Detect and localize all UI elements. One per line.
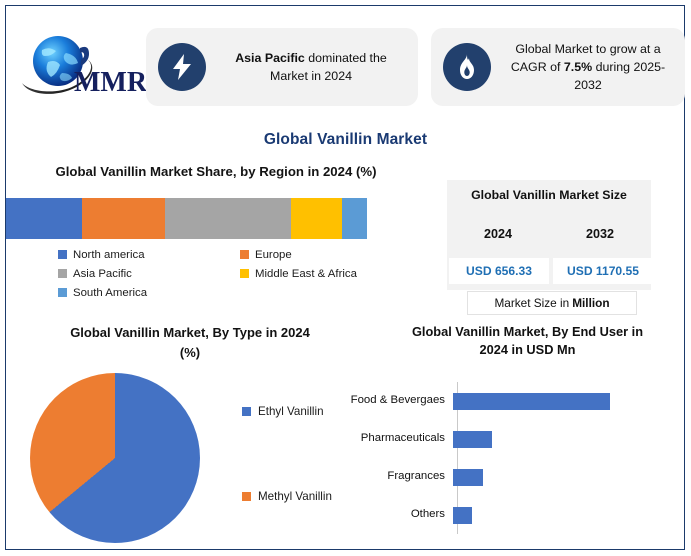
- legend-swatch-icon: [58, 288, 67, 297]
- region-segment-north-america: [6, 198, 82, 239]
- region-segment-middle-east-africa: [291, 198, 342, 239]
- type-chart-legend: Ethyl Vanillin Methyl Vanillin: [242, 405, 382, 503]
- badge-one-rest: dominated the Market in 2024: [270, 51, 387, 83]
- badge-asia-pacific-text: Asia Pacific dominated the Market in 202…: [218, 49, 404, 85]
- end-user-bar-label: Pharmaceuticals: [360, 432, 445, 445]
- region-legend-label: Asia Pacific: [73, 267, 132, 280]
- market-size-year-2024: 2024: [483, 227, 513, 241]
- market-size-value-2032: USD 1170.55: [553, 258, 653, 284]
- market-size-title: Global Vanillin Market Size: [471, 188, 627, 202]
- region-chart-title: Global Vanillin Market Share, by Region …: [55, 164, 377, 179]
- region-legend-item: Europe: [228, 245, 398, 264]
- type-chart-title-line2: (%): [179, 345, 201, 360]
- region-legend-item: Middle East & Africa: [228, 264, 398, 283]
- region-legend-item: Asia Pacific: [58, 264, 228, 283]
- end-user-bar-row: Pharmaceuticals: [345, 420, 645, 458]
- globe-logo: MMR: [16, 28, 146, 104]
- brand-name: MMR: [74, 67, 146, 98]
- type-legend-label: Methyl Vanillin: [258, 490, 332, 503]
- region-legend-label: North america: [73, 248, 145, 261]
- end-user-bar-chart: Food & Bevergaes Pharmaceuticals Fragrance…: [345, 382, 645, 534]
- header: MMR Asia Pacific dominated the Market in…: [6, 24, 685, 108]
- region-legend-label: Middle East & Africa: [255, 267, 357, 280]
- end-user-bar-label: Fragrances: [387, 470, 445, 483]
- type-chart-title-line1: Global Vanillin Market, By Type in 2024: [70, 325, 310, 340]
- region-segment-south-america: [341, 198, 367, 239]
- market-size-value-2024: USD 656.33: [449, 258, 549, 284]
- type-pie-chart: [30, 373, 200, 543]
- market-size-values: USD 656.33 USD 1170.55: [449, 258, 653, 284]
- legend-swatch-icon: [242, 407, 251, 416]
- legend-swatch-icon: [242, 492, 251, 501]
- region-segment-asia-pacific: [164, 198, 292, 239]
- badge-two-bold: 7.5%: [563, 60, 593, 74]
- market-size-unit-pre: Market Size in: [494, 296, 570, 310]
- legend-swatch-icon: [58, 250, 67, 259]
- region-chart-legend: North america Europe Asia Pacific Middle Ea…: [58, 245, 398, 303]
- region-legend-item: North america: [58, 245, 228, 264]
- type-legend-item: Methyl Vanillin: [242, 490, 382, 503]
- region-legend-item: South America: [58, 283, 228, 302]
- end-user-bar-row: Fragrances: [345, 458, 645, 496]
- end-user-bar: [453, 430, 492, 448]
- type-legend-item: Ethyl Vanillin: [242, 405, 382, 418]
- region-legend-label: Europe: [255, 248, 292, 261]
- type-chart-title: Global Vanillin Market, By Type in 2024 …: [20, 323, 360, 363]
- region-segment-europe: [81, 198, 165, 239]
- end-user-bar: [453, 468, 483, 486]
- market-size-year-2032: 2032: [585, 227, 615, 241]
- badge-asia-pacific: Asia Pacific dominated the Market in 202…: [146, 28, 418, 106]
- end-user-bar-row: Others: [345, 496, 645, 534]
- region-stacked-bar: [6, 198, 367, 239]
- lightning-bolt-icon: [158, 43, 206, 91]
- end-user-axis-line: [457, 382, 458, 534]
- end-user-bar-label: Others: [410, 508, 445, 521]
- end-user-bar-label: Food & Bevergaes: [350, 394, 445, 407]
- type-legend-label: Ethyl Vanillin: [258, 405, 324, 418]
- legend-swatch-icon: [240, 250, 249, 259]
- end-user-bar-row: Food & Bevergaes: [345, 382, 645, 420]
- flame-icon: [443, 43, 491, 91]
- region-legend-label: South America: [73, 286, 148, 299]
- end-user-bar: [453, 392, 611, 410]
- badge-cagr-text: Global Market to grow at a CAGR of 7.5% …: [503, 40, 673, 94]
- page-title: Global Vanillin Market: [263, 131, 428, 148]
- market-size-years: 2024 2032: [447, 227, 651, 241]
- end-user-title-line1: Global Vanillin Market, By End User in: [411, 324, 644, 339]
- market-size-unit: Market Size in Million: [467, 291, 637, 315]
- end-user-title-line2: 2024 in USD Mn: [479, 342, 576, 357]
- end-user-chart-title: Global Vanillin Market, By End User in 2…: [375, 323, 680, 359]
- market-size-unit-bold: Million: [572, 296, 610, 310]
- badge-one-bold: Asia Pacific: [235, 51, 305, 65]
- badge-two-pre: Global Market to grow at a CAGR of: [510, 42, 661, 74]
- badge-two-post: during 2025-2032: [574, 60, 666, 92]
- end-user-bar: [453, 506, 473, 524]
- legend-swatch-icon: [58, 269, 67, 278]
- legend-swatch-icon: [240, 269, 249, 278]
- badge-cagr: Global Market to grow at a CAGR of 7.5% …: [431, 28, 685, 106]
